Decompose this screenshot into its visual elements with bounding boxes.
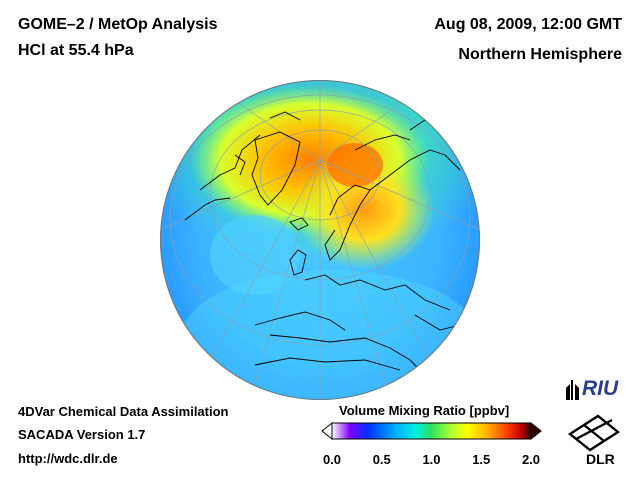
footer-url[interactable]: http://wdc.dlr.de (18, 451, 118, 466)
dlr-logo-text: DLR (586, 451, 615, 467)
footer-assimilation-label: 4DVar Chemical Data Assimilation (18, 404, 229, 419)
colorbar-min-arrow (321, 421, 333, 441)
colorbar-tick-label: 0.0 (323, 452, 341, 467)
riu-logo-text: RIU (582, 377, 619, 400)
map-title: GOME–2 / MetOp Analysis (18, 16, 218, 33)
map-date: Aug 08, 2009, 12:00 GMT (434, 16, 622, 33)
colorbar-max-arrow (530, 421, 542, 441)
riu-logo: RIU (566, 377, 619, 400)
colorbar-tick-label: 1.5 (472, 452, 490, 467)
footer-version-label: SACADA Version 1.7 (18, 427, 146, 442)
colorbar-tick-label: 0.5 (373, 452, 391, 467)
colorbar-gradient (331, 422, 532, 440)
map-region: Northern Hemisphere (458, 46, 622, 63)
colorbar-title: Volume Mixing Ratio [ppbv] (339, 403, 510, 418)
colorbar-tick-label: 2.0 (522, 452, 540, 467)
map-subtitle: HCl at 55.4 hPa (18, 42, 134, 59)
dlr-logo: DLR (567, 414, 621, 467)
hemisphere-globe (160, 80, 480, 400)
colorbar-tick-label: 1.0 (422, 452, 440, 467)
colorbar: 0.0 0.5 1.0 1.5 2.0 (321, 421, 542, 467)
